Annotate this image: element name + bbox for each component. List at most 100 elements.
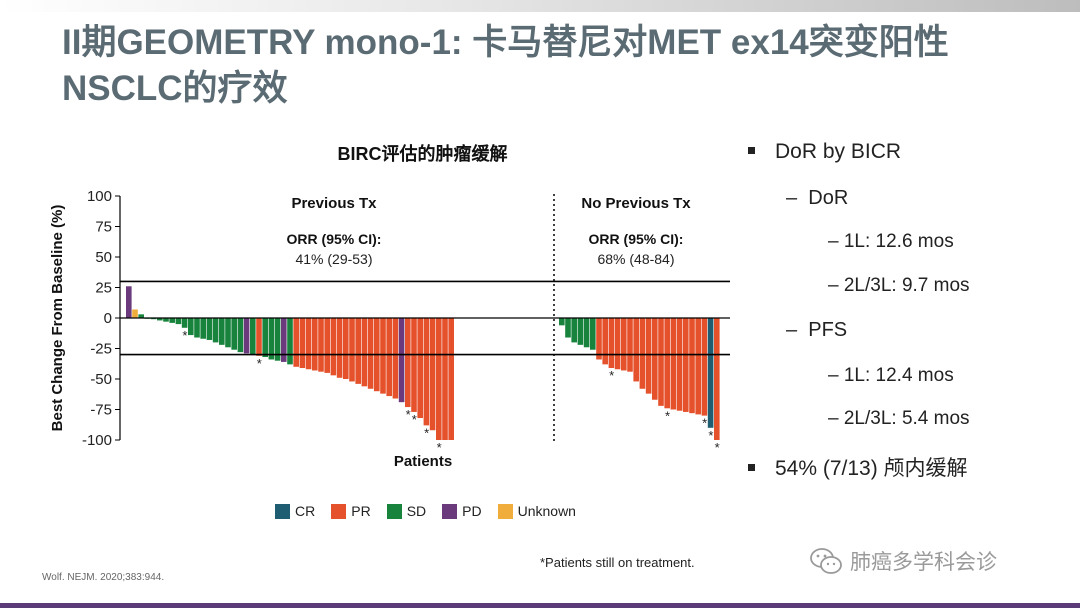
- bar: [714, 318, 720, 440]
- ongoing-marker: *: [412, 412, 417, 427]
- bar: [157, 318, 163, 321]
- bar: [361, 318, 368, 387]
- bar: [138, 314, 144, 318]
- bar: [436, 318, 442, 440]
- bar: [670, 318, 677, 410]
- bar: [614, 318, 621, 370]
- dash-icon: –: [828, 275, 844, 296]
- bar: [336, 318, 343, 378]
- bullet-intracranial-response: 54% (7/13) 颅内缓解: [748, 452, 968, 482]
- bullet-pfs-1l: – 1L: 12.4 mos: [828, 365, 954, 387]
- orr-label: ORR (95% CI):: [287, 231, 382, 247]
- y-tick-label: 25: [95, 280, 112, 297]
- bar: [169, 318, 175, 323]
- bullet-text: DoR by BICR: [775, 140, 902, 163]
- legend-label-cr: CR: [295, 503, 316, 519]
- bar: [448, 318, 454, 440]
- dash-icon: –: [828, 365, 844, 386]
- bar: [318, 318, 324, 372]
- bar: [243, 318, 250, 354]
- bullet-text: DoR: [808, 187, 849, 209]
- legend-item-sd: SD: [386, 501, 426, 521]
- bullet-text: 2L/3L: 9.7 mos: [843, 275, 970, 296]
- ongoing-marker: *: [609, 368, 614, 383]
- ongoing-marker: *: [406, 407, 411, 422]
- slide-title-line-1: II期GEOMETRY mono-1: 卡马替尼对MET ex14突变阳性: [62, 23, 949, 62]
- bar: [658, 318, 664, 406]
- bar: [150, 318, 157, 320]
- legend-item-pr: PR: [331, 501, 371, 521]
- bar: [219, 318, 225, 345]
- bar: [293, 318, 299, 367]
- y-tick-label: 75: [95, 219, 112, 236]
- footnote: *Patients still on treatment.: [540, 555, 695, 570]
- ongoing-marker: *: [702, 416, 707, 431]
- bar: [200, 318, 206, 339]
- bar: [343, 318, 349, 379]
- legend-item-pd: PD: [442, 501, 482, 521]
- bar: [262, 318, 268, 358]
- bar: [577, 318, 584, 345]
- bullet-dor-1l: – 1L: 12.6 mos: [828, 231, 954, 253]
- group-title: Previous Tx: [291, 195, 377, 212]
- bar: [256, 318, 262, 356]
- bullet-text: 1L: 12.4 mos: [843, 365, 954, 386]
- bar: [299, 318, 306, 369]
- bullet-text: PFS: [808, 319, 848, 341]
- legend-swatch-pd: [442, 503, 458, 519]
- y-tick-label: 0: [104, 310, 112, 327]
- dash-icon: –: [828, 231, 844, 252]
- bar: [380, 318, 386, 394]
- bar: [349, 318, 355, 382]
- y-axis-label: Best Change From Baseline (%): [49, 205, 66, 432]
- bar: [701, 318, 708, 416]
- watermark-text: 肺癌多学科会诊: [850, 551, 997, 574]
- top-gradient-bar: [0, 0, 1080, 12]
- bar: [225, 318, 231, 348]
- bar: [181, 318, 188, 328]
- dash-icon: –: [786, 187, 809, 209]
- bar: [132, 309, 138, 318]
- bullet-dor: – DoR: [786, 187, 848, 210]
- bar: [423, 318, 430, 426]
- bar: [250, 318, 256, 355]
- ongoing-marker: *: [437, 440, 442, 455]
- bar: [429, 318, 436, 431]
- slide-title-line-2: NSCLC的疗效: [62, 69, 288, 108]
- legend-label-pr: PR: [351, 503, 371, 519]
- bar: [645, 318, 652, 394]
- chart-title: BIRC评估的肿瘤缓解: [337, 144, 508, 164]
- legend-swatch-pr: [331, 503, 347, 519]
- bar: [707, 318, 714, 428]
- bar: [268, 318, 275, 360]
- group-title: No Previous Tx: [581, 195, 691, 212]
- bullet-dor-by-bicr: DoR by BICR: [748, 140, 901, 164]
- bar: [206, 318, 213, 340]
- y-tick-label: 50: [95, 249, 112, 266]
- ongoing-marker: *: [715, 440, 720, 455]
- legend-item-cr: CR: [275, 501, 315, 521]
- bar: [281, 318, 287, 362]
- y-tick-label: -50: [90, 371, 112, 388]
- citation: Wolf. NEJM. 2020;383:944.: [42, 572, 165, 583]
- bar: [633, 318, 639, 382]
- bar: [312, 318, 318, 371]
- bar: [559, 318, 565, 326]
- bullet-pfs: – PFS: [786, 319, 847, 342]
- bar: [175, 318, 182, 325]
- bar: [392, 318, 399, 399]
- ongoing-marker: *: [424, 425, 429, 440]
- y-tick-label: -75: [90, 402, 112, 419]
- legend-label-pd: PD: [462, 503, 482, 519]
- x-axis-label: Patients: [394, 453, 452, 470]
- bullet-pfs-2l3l: – 2L/3L: 5.4 mos: [828, 408, 970, 430]
- bar: [194, 318, 200, 338]
- bar: [676, 318, 683, 411]
- legend-swatch-sd: [386, 503, 402, 519]
- bar: [695, 318, 701, 415]
- dash-icon: –: [828, 408, 844, 429]
- legend-label-unknown: Unknown: [517, 503, 576, 519]
- bar: [305, 318, 312, 370]
- bullet-dor-2l3l: – 2L/3L: 9.7 mos: [828, 275, 970, 297]
- legend-swatch-unknown: [497, 503, 513, 519]
